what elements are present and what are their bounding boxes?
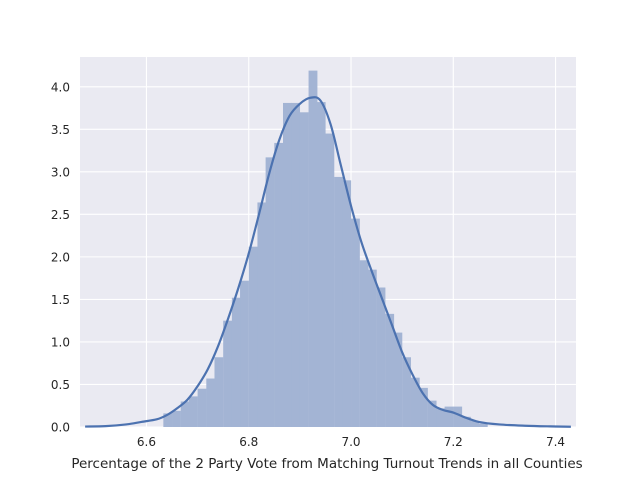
- histogram-bar-22: [351, 218, 360, 427]
- histogram-bar-15: [291, 102, 301, 428]
- histogram-bar-36: [470, 421, 479, 427]
- x-axis-label: Percentage of the 2 Party Vote from Matc…: [71, 456, 582, 472]
- y-tick-label: 4.0: [51, 80, 70, 94]
- y-tick-label: 1.0: [51, 335, 70, 349]
- histogram-bar-19: [325, 133, 335, 427]
- histogram-bar-31: [427, 400, 437, 427]
- y-tick-label: 3.5: [51, 123, 70, 137]
- histogram-bar-37: [478, 423, 488, 427]
- x-tick-label: 7.2: [444, 435, 463, 449]
- histogram-bar-6: [214, 357, 224, 427]
- x-tick-label: 6.6: [137, 435, 156, 449]
- histogram-bar-9: [240, 280, 249, 427]
- x-tick-label: 7.0: [341, 435, 360, 449]
- histogram-bar-1: [172, 410, 181, 427]
- histogram-bar-34: [453, 406, 463, 427]
- histogram-bar-25: [376, 287, 386, 427]
- histogram-bar-24: [367, 269, 377, 427]
- histogram-bar-11: [257, 202, 267, 427]
- histogram-bar-20: [334, 176, 343, 427]
- histogram-bar-18: [316, 102, 326, 428]
- histogram-bar-16: [299, 112, 309, 427]
- histogram-bar-32: [436, 408, 446, 427]
- histogram-bar-35: [461, 416, 471, 427]
- histogram-bar-33: [444, 406, 454, 427]
- y-tick-label: 0.0: [51, 421, 70, 435]
- histogram-bar-0: [163, 413, 173, 427]
- histogram-bar-10: [248, 246, 258, 427]
- histogram-bar-13: [274, 142, 284, 427]
- histogram-bar-5: [206, 378, 216, 427]
- y-tick-label: 0.5: [51, 378, 70, 392]
- histogram-bar-23: [359, 260, 369, 427]
- histogram-bar-29: [410, 377, 420, 427]
- histogram-bar-27: [393, 332, 403, 427]
- histogram-bar-3: [188, 396, 198, 427]
- histogram-bar-30: [419, 387, 428, 427]
- histogram-bar-21: [342, 180, 352, 427]
- histogram-bars: [163, 70, 488, 428]
- x-axis-ticks: 6.6 6.8 7.0 7.2 7.4: [137, 435, 565, 449]
- histogram-bar-17: [308, 70, 318, 427]
- histogram-bar-4: [197, 388, 207, 427]
- y-tick-label: 2.0: [51, 250, 70, 264]
- y-tick-label: 2.5: [51, 208, 70, 222]
- histogram-bar-8: [231, 297, 241, 427]
- histogram-bar-14: [283, 102, 292, 428]
- y-axis-ticks: 0.0 0.5 1.0 1.5 2.0 2.5 3.0 3.5 4.0: [51, 80, 70, 434]
- y-tick-label: 1.5: [51, 293, 70, 307]
- histogram-bar-7: [223, 320, 233, 427]
- kde-curve: [85, 96, 571, 428]
- histogram-bar-2: [180, 401, 190, 427]
- y-tick-label: 3.0: [51, 165, 70, 179]
- x-tick-label: 6.8: [239, 435, 258, 449]
- histogram-bar-28: [402, 357, 411, 427]
- histogram-bar-12: [265, 157, 275, 428]
- histogram-bar-26: [385, 313, 395, 427]
- x-tick-label: 7.4: [546, 435, 565, 449]
